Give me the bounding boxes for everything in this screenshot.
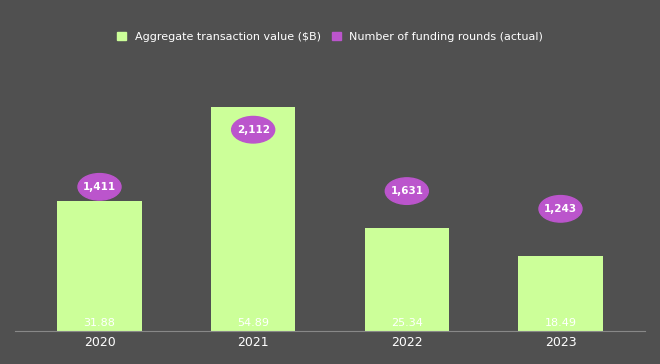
Text: 31.88: 31.88 [84, 318, 116, 328]
Bar [364, 228, 449, 331]
Bar [518, 256, 603, 331]
Text: 1,631: 1,631 [390, 186, 423, 196]
Bar [57, 201, 142, 331]
Ellipse shape [78, 174, 121, 200]
Text: 1,243: 1,243 [544, 204, 577, 214]
Text: 25.34: 25.34 [391, 318, 423, 328]
Bar [211, 107, 296, 331]
Ellipse shape [232, 116, 275, 143]
Text: 18.49: 18.49 [544, 318, 576, 328]
Text: 1,411: 1,411 [83, 182, 116, 192]
Text: 2,112: 2,112 [237, 125, 270, 135]
Text: 54.89: 54.89 [237, 318, 269, 328]
Ellipse shape [539, 195, 582, 222]
Legend: Aggregate transaction value ($B), Number of funding rounds (actual): Aggregate transaction value ($B), Number… [117, 32, 543, 42]
Ellipse shape [385, 178, 428, 204]
